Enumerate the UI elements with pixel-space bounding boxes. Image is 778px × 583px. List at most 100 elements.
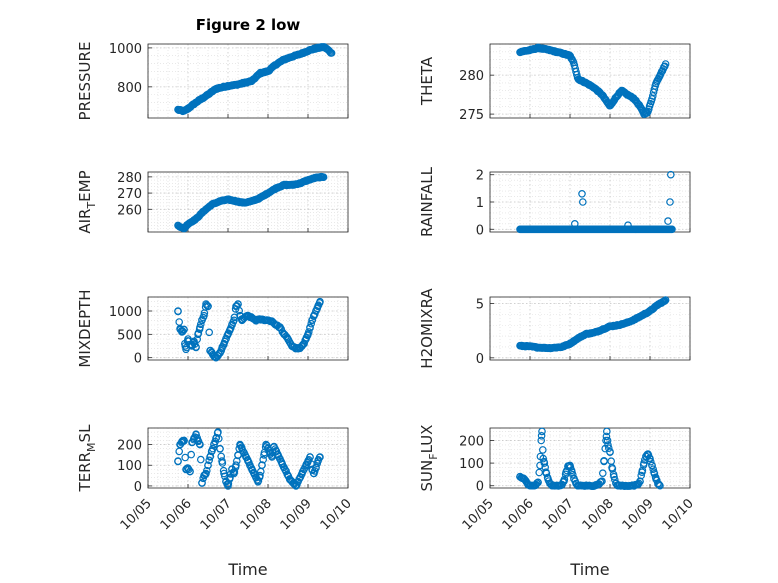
axes-frame [147,296,349,361]
data-point [204,302,212,311]
data-point [327,49,336,57]
series-sun_flux [516,427,664,491]
data-point [289,479,298,487]
data-point [254,476,263,485]
data-point [298,340,307,349]
data-point [205,328,214,337]
data-point [203,466,211,475]
data-point [578,190,586,198]
data-point [199,313,208,322]
data-point [206,452,215,461]
x-tick-label: 10/06 [158,496,195,533]
y-axis-label: RAINFALL [418,166,436,237]
subplot-pressure: 800 1000 PRESSURE Figure 2 low [76,16,349,121]
data-point [258,461,266,469]
data-point [567,466,576,475]
subplot-h2omixra: 0 5 H2OMIXRA [418,288,691,369]
data-point [540,457,548,466]
axes-frame [489,296,691,361]
y-tick-label: 0 [476,480,484,495]
data-point [215,434,223,443]
data-point [225,475,234,483]
data-point [650,469,659,478]
x-tick-label: 10/07 [540,496,577,533]
axes-frame [147,171,349,233]
series-rainfall [516,170,676,234]
data-point [603,436,612,445]
x-tick-label: 10/07 [198,496,235,533]
data-point [598,469,607,478]
data-point [655,480,664,489]
data-point [205,456,214,465]
data-point [206,346,215,355]
x-tick-label: 10/09 [620,496,657,533]
data-point [565,462,574,470]
y-tick-label: 1000 [109,42,142,57]
y-tick-label: 1 [476,196,484,211]
data-point [230,468,239,476]
data-point [602,427,611,436]
data-point [561,470,570,479]
data-point [315,453,324,462]
x-tick-label: 10/06 [500,496,537,533]
data-point [535,468,544,477]
data-point [200,471,209,479]
y-axis-label: PRESSURE [76,42,94,121]
x-axis-label: Time [569,560,609,579]
data-point [570,220,579,228]
data-point [180,325,188,334]
y-tick-label: 0 [134,352,142,367]
subplot-theta: 275 280 THETA [418,43,691,123]
data-point [560,475,569,484]
data-point [542,469,551,478]
data-point [637,471,646,480]
data-point [325,46,334,55]
x-tick-label: 10/10 [660,496,697,533]
data-point [600,457,608,466]
data-point [233,457,241,465]
y-tick-label: 1000 [109,305,142,320]
y-axis-label: SUNFLUX [418,425,440,492]
data-point [660,297,669,305]
data-point [255,473,264,482]
data-point [209,444,217,453]
axes-frame [489,43,691,119]
y-tick-label: 500 [117,328,142,343]
data-point [639,461,648,469]
y-tick-label: 5 [476,298,484,313]
y-tick-label: 0 [134,480,142,495]
subplot-sun_flux: 0 100 200 SUNFLUX 10/05 10/06 10/07 10/08 10/09 1… [418,425,697,579]
data-point [645,454,654,462]
data-point [648,461,656,470]
data-point [597,477,606,486]
data-point [174,307,182,316]
y-tick-label: 0 [476,223,484,238]
data-point [201,470,210,479]
x-tick-label: 10/10 [318,496,355,533]
data-point [194,329,203,337]
data-point [319,173,328,182]
data-point [602,432,611,441]
data-point [204,461,212,470]
subplot-terr_msl: 0 100 200 TERRMSL 10/05 10/06 10/07 10/08 10/09 1… [76,424,355,579]
data-point [601,444,610,453]
data-point [664,217,672,225]
data-point [181,453,190,462]
data-point [538,427,546,436]
x-tick-label: 10/09 [278,496,315,533]
data-point [187,450,196,459]
data-point [192,343,200,351]
data-point [666,170,675,179]
y-tick-label: 270 [117,187,142,202]
y-axis-label: THETA [418,56,436,106]
series-h2omixra [516,296,670,353]
x-axis-label: Time [227,560,267,579]
data-point [186,467,194,476]
x-tick-label: 10/05 [460,496,497,533]
y-tick-label: 280 [117,171,142,186]
series-mixdepth [174,297,324,362]
data-point [224,479,233,488]
data-point [304,328,313,336]
data-point [312,464,320,472]
